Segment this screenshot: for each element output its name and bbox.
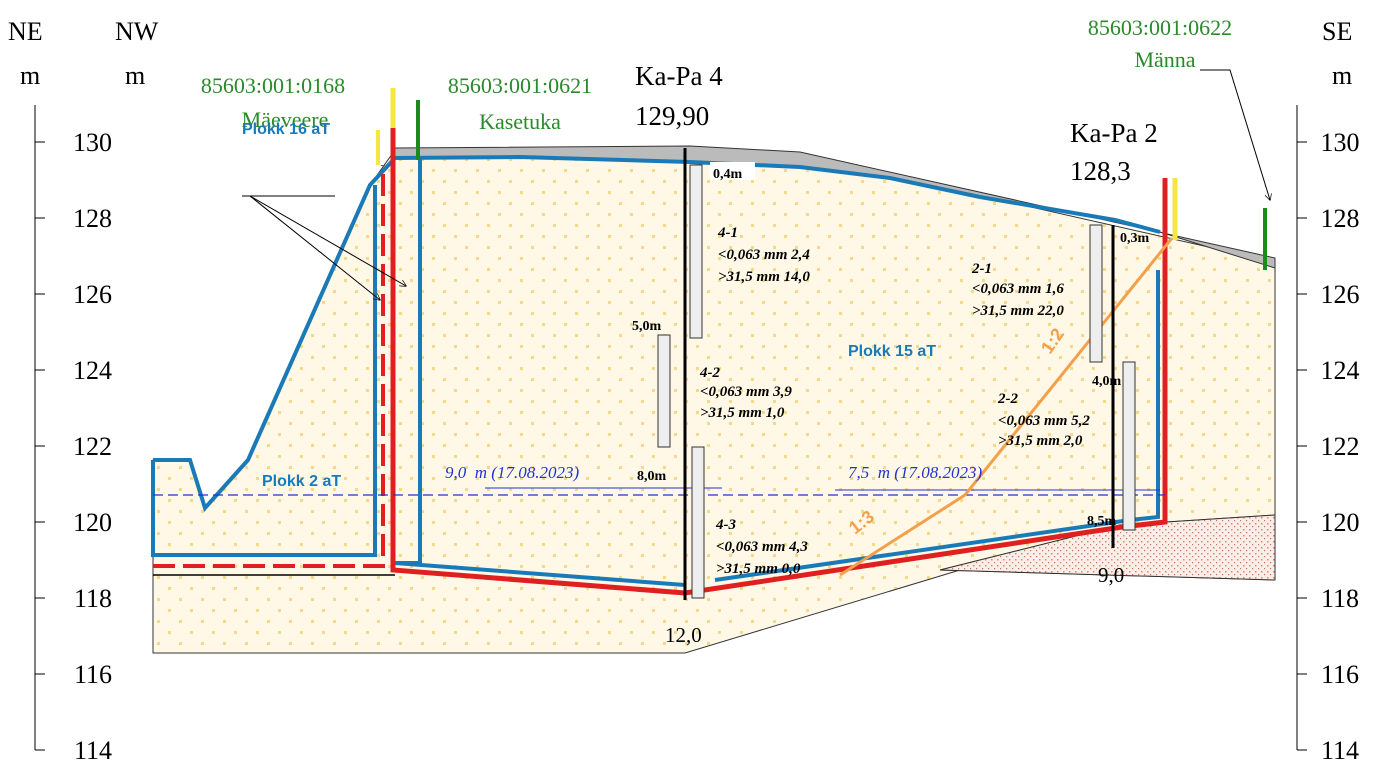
callout: [1200, 69, 1270, 200]
axis-tick-label: 130: [1321, 128, 1360, 157]
depth-label: 8,0m: [637, 469, 667, 484]
sample-fine: <0,063 mm 1,6: [972, 281, 1064, 297]
depth-label: 12,0: [665, 623, 702, 647]
axis-tick-label: 114: [74, 736, 112, 765]
block-16-outline: [153, 154, 1161, 512]
axis-tick-label: 122: [73, 432, 112, 461]
depth-label: 4,0m: [1092, 374, 1122, 389]
sample-coarse: >31,5 mm 22,0: [972, 303, 1064, 319]
parcel-name: Männa: [1134, 47, 1195, 72]
sample-id: 4-3: [715, 517, 736, 533]
callout: [249, 195, 406, 286]
axis-tick-label: 120: [1321, 508, 1360, 537]
sample-fine: <0,063 mm 4,3: [716, 539, 808, 555]
callout: [249, 195, 380, 300]
sample-id: 4-1: [717, 225, 738, 241]
axis-direction: NE: [8, 17, 43, 46]
axis-tick-label: 130: [73, 128, 112, 157]
axis-ticks: 130 128 126 124 122 120 118 116 114 130 128 126 124 1…: [35, 128, 1360, 765]
axis-tick-label: 116: [1321, 660, 1359, 689]
depth-label: 8,5m: [1087, 514, 1117, 529]
depth-label: 0,3m: [1120, 231, 1150, 246]
axis-unit: m: [1332, 61, 1352, 90]
axis-tick-label: 126: [1321, 280, 1360, 309]
sample-interval: [691, 446, 705, 599]
depth-label: 5,0m: [632, 319, 662, 334]
water-level-label: 9,0 m (17.08.2023): [445, 463, 579, 482]
sample-fine: <0,063 mm 2,4: [718, 247, 810, 263]
axis-tick-label: 116: [74, 660, 112, 689]
axis-tick-label: 122: [1321, 432, 1360, 461]
axis-tick-label: 118: [1321, 584, 1359, 613]
block-label: Plokk 16 aT: [242, 121, 330, 138]
sample-fine: <0,063 mm 3,9: [700, 384, 792, 400]
parcel-id: 85603:001:0168: [201, 73, 345, 98]
axis-tick-label: 128: [1321, 204, 1360, 233]
sample-coarse: >31,5 mm 2,0: [998, 433, 1083, 449]
clay-layer: [939, 514, 1276, 581]
sample-id: 2-2: [997, 391, 1018, 407]
borehole-name: Ka-Pa 2: [1070, 118, 1158, 148]
depth-label: 0,4m: [713, 167, 743, 182]
parcel-id: 85603:001:0622: [1088, 15, 1232, 40]
depth-label-bg: [710, 162, 755, 180]
sample-interval: [1089, 224, 1103, 363]
axis-unit: m: [20, 61, 40, 90]
axis-tick-label: 118: [74, 584, 112, 613]
axis-direction: SE: [1322, 17, 1352, 46]
block-label: Plokk 15 aT: [848, 343, 936, 360]
sample-id: 4-2: [699, 365, 720, 381]
axis-tick-label: 126: [73, 280, 112, 309]
parcel-name: Kasetuka: [479, 109, 561, 134]
borehole-elevation: 129,90: [635, 101, 709, 131]
depth-label: 9,0: [1098, 563, 1124, 587]
sample-interval: [657, 334, 671, 448]
axis-tick-label: 124: [73, 356, 112, 385]
block-2-outline: [151, 185, 377, 557]
axis-tick-label: 120: [73, 508, 112, 537]
water-level-label: 7,5 m (17.08.2023): [848, 463, 982, 482]
axis-unit: m: [125, 61, 145, 90]
axis-direction: NW: [115, 17, 159, 46]
sample-interval: [1122, 361, 1136, 531]
axis-tick-label: 114: [1321, 736, 1359, 765]
sample-fine: <0,063 mm 5,2: [998, 413, 1090, 429]
boundary-red-dashed: [153, 165, 385, 568]
sample-interval: [689, 164, 703, 339]
block-label: Plokk 2 aT: [262, 473, 341, 490]
sample-coarse: >31,5 mm 0,0: [716, 561, 801, 577]
axis-tick-label: 128: [73, 204, 112, 233]
sample-id: 2-1: [971, 261, 992, 277]
slope-line: [839, 237, 1174, 577]
block-15-bottom-right: [714, 270, 1160, 582]
axis-tick-label: 124: [1321, 356, 1360, 385]
borehole-elevation: 128,3: [1070, 156, 1131, 186]
parcel-id: 85603:001:0621: [448, 73, 592, 98]
borehole-name: Ka-Pa 4: [635, 61, 723, 91]
boundary-red: [390, 128, 1168, 596]
block-15-bottom: [394, 158, 686, 587]
sample-coarse: >31,5 mm 14,0: [718, 269, 810, 285]
sample-coarse: >31,5 mm 1,0: [700, 405, 785, 421]
parcel-name: Mäeveere: [242, 107, 329, 132]
